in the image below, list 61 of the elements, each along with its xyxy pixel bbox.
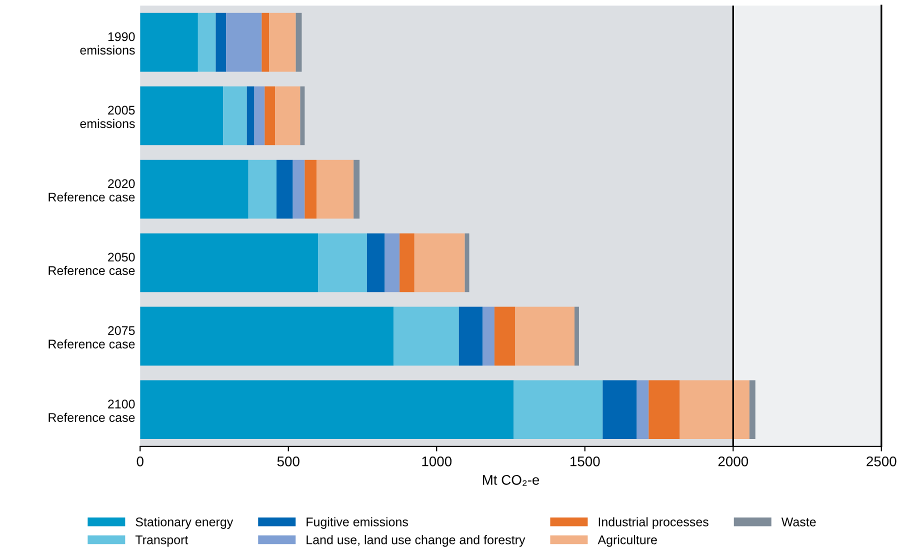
bar [140,233,318,292]
bar [216,12,226,72]
bar [515,306,575,366]
x-tick-label: 0 [136,456,144,466]
bar [366,233,385,292]
bar [400,233,414,292]
bar [749,380,756,440]
y-tick-label: 2020 Reference case [48,179,135,202]
y-tick-label: 2005 emissions [80,106,135,128]
bar [140,12,198,72]
bar [680,380,750,440]
bar [316,160,354,219]
bar [140,86,224,146]
bar [482,306,494,366]
bar [458,306,483,366]
y-tick-label: 2100 Reference case [48,400,135,422]
bar [223,86,247,146]
x-tick-label: 1500 [570,456,600,466]
bar [300,86,305,146]
bar [254,86,265,146]
bar [246,86,254,146]
bar [226,12,262,72]
bar [602,380,637,440]
bar [354,160,360,219]
y-tick-label: 2075 Reference case [48,326,135,348]
bar [140,380,514,440]
bar [574,306,579,366]
bar [276,160,293,219]
y-tick-label: 1990 emissions [80,32,135,55]
legend-label: Agriculture [598,535,657,547]
x-tick-label: 2000 [718,456,748,466]
bar [394,306,459,366]
legend-label: Land use, land use change and forestry [306,535,526,547]
bar [494,306,516,366]
bar [414,233,465,292]
bar [269,12,296,72]
bar [514,380,603,440]
bar [304,160,317,219]
x-axis-title: Mt CO₂-e [482,474,540,486]
y-tick-label: 2050 Reference case [48,252,135,276]
legend-label: Waste [781,518,816,526]
bar [636,380,649,440]
bar [275,86,300,146]
bar [248,160,277,219]
bar [296,12,302,72]
bar [648,380,680,440]
bar [198,12,216,72]
bar [292,160,305,219]
legend-label: Stationary energy [136,517,234,529]
bar [262,12,270,72]
x-tick-label: 1000 [422,456,452,466]
bar [140,306,394,366]
x-tick-label: 500 [277,456,300,466]
bar [140,160,248,219]
bar [318,233,367,292]
bar [384,233,400,292]
legend-label: Industrial processes [598,517,708,529]
x-tick-label: 2500 [866,456,896,466]
legend-label: Transport [135,536,188,547]
legend-label: Fugitive emissions [306,517,408,529]
bar [264,86,276,146]
